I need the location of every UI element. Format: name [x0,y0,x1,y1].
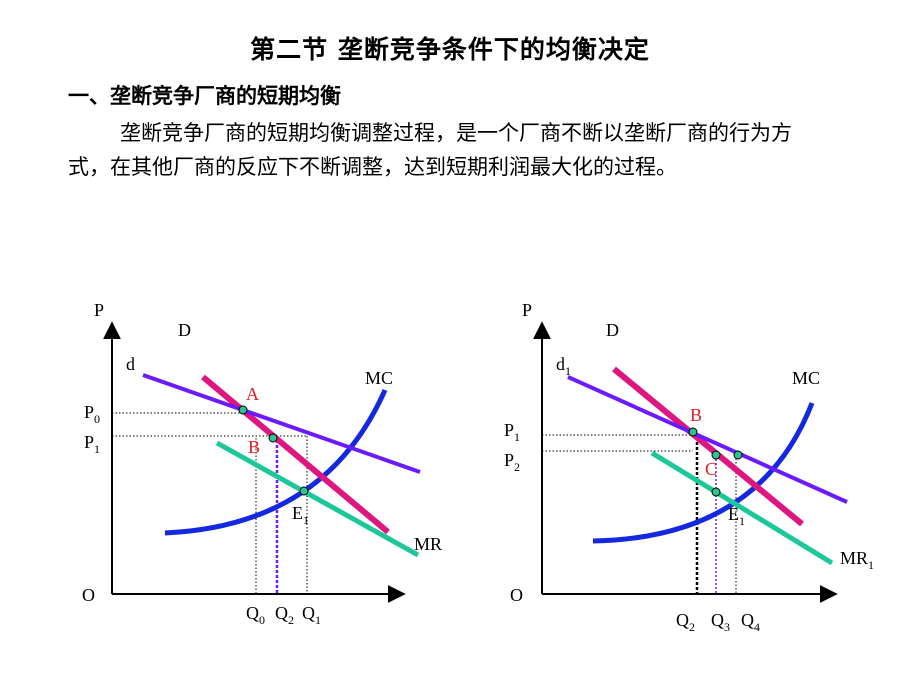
curve-D-label: D [178,320,191,340]
tick-q0: Q0 [246,603,265,627]
tick-q3-right: Q3 [711,610,730,634]
curve-d [142,373,421,474]
point-E1-right [711,487,721,497]
point-B-label: B [248,437,260,457]
page-title: 第二节 垄断竞争条件下的均衡决定 [250,35,650,64]
point-B-label-right: B [690,405,702,425]
body-paragraph: 垄断竞争厂商的短期均衡调整过程，是一个厂商不断以垄断厂商的行为方式，在其他厂商的… [68,121,792,179]
point-E1 [299,486,309,496]
point-d1-intersection [733,450,743,460]
curve-D-label-right: D [606,320,619,340]
section-subheading: 一、垄断竞争厂商的短期均衡 [68,84,341,108]
point-B [268,433,278,443]
tick-p2-right: P2 [504,450,520,474]
curve-mc-label: MC [365,368,393,388]
tick-q4-right: Q4 [741,610,760,634]
tick-p1: P1 [84,432,100,456]
curve-mr-label: MR [414,534,442,554]
y-axis-label-right: P [522,300,532,320]
origin-label: O [82,585,95,605]
tick-q1: Q1 [302,603,321,627]
y-axis-label: P [94,300,104,320]
curve-d1 [567,375,848,504]
left-panel: P O D d MC MR P0 P1 Q0 Q2 Q1 A B E1 [82,300,442,627]
point-B-right [688,427,698,437]
curve-d1-label: d1 [556,354,571,378]
curve-mr1-label: MR1 [840,548,874,572]
point-E1-label: E1 [292,503,309,527]
curve-mc [164,388,388,536]
curve-mc-label-right: MC [792,368,820,388]
point-A-label: A [246,384,259,404]
origin-label-right: O [510,585,523,605]
tick-q2-right: Q2 [676,610,695,634]
curve-d-label: d [126,354,135,374]
point-A [238,405,248,415]
curve-mc-right [592,402,815,544]
curve-D-right [612,366,804,527]
curve-D [201,374,390,535]
tick-p0: P0 [84,402,100,426]
tick-p1-right: P1 [504,420,520,444]
tick-q2: Q2 [275,603,294,627]
right-panel: P O D d1 MC MR1 P1 P2 Q2 Q3 Q4 B C E1 [504,300,874,634]
curve-mr1 [650,450,834,566]
point-C-label-right: C [705,459,717,479]
point-C-right [711,450,721,460]
point-E1-label-right: E1 [728,504,745,528]
curve-mr [215,440,420,558]
